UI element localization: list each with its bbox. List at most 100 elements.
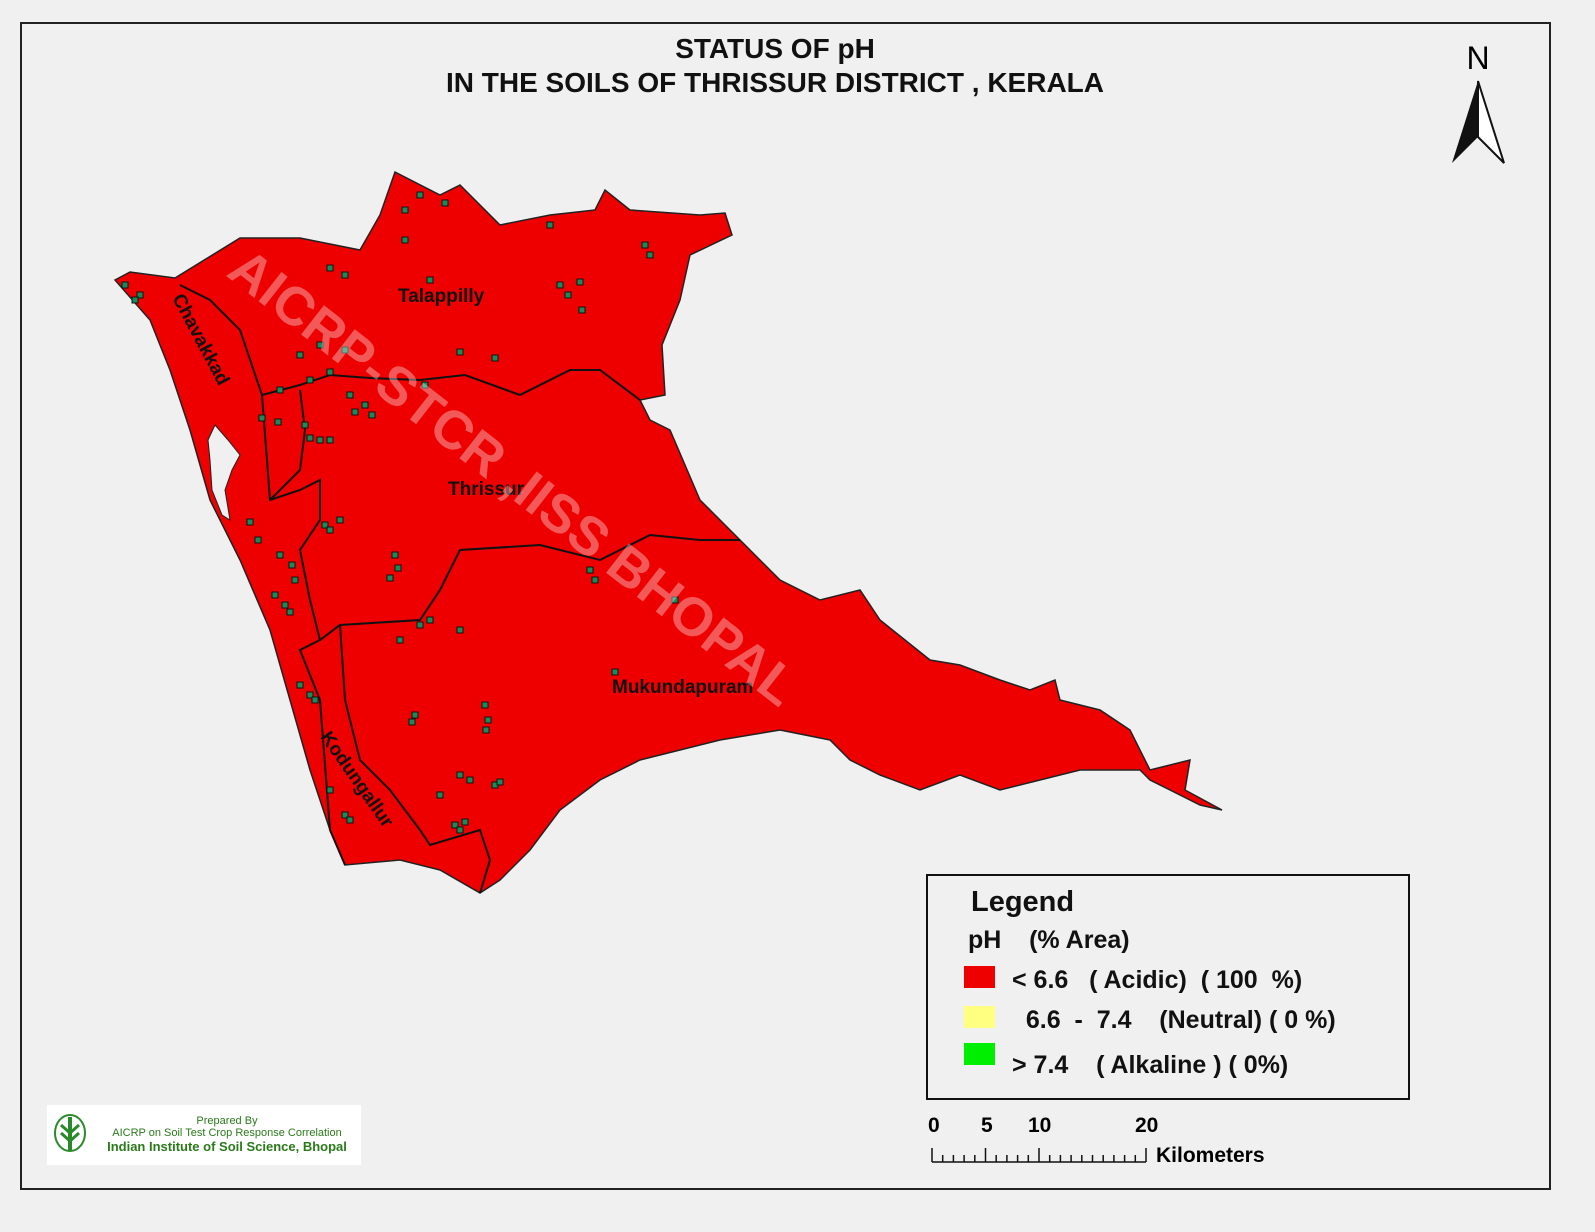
sample-point [456, 626, 464, 634]
legend-label: > 7.4 ( Alkaline ) ( 0%) [1012, 1051, 1289, 1079]
sample-point [368, 411, 376, 419]
scale-bar-graphic [931, 1148, 1147, 1163]
sample-point [482, 726, 490, 734]
sample-point [306, 691, 314, 699]
sample-point [411, 711, 419, 719]
sample-point [326, 436, 334, 444]
sample-point [296, 351, 304, 359]
legend-header: pH (% Area) [968, 926, 1130, 954]
sample-point [496, 778, 504, 786]
sample-point [394, 564, 402, 572]
taluk-boundaries [179, 284, 740, 894]
sample-point [288, 561, 296, 569]
legend-swatch-neutral [964, 1006, 995, 1028]
sample-point [271, 591, 279, 599]
legend: Legend pH (% Area) < 6.6 ( Acidic) ( 100… [926, 874, 1410, 1100]
sample-point [336, 516, 344, 524]
sample-point [306, 376, 314, 384]
sample-point [646, 251, 654, 259]
sample-point [481, 701, 489, 709]
sample-point [246, 518, 254, 526]
sample-point [311, 696, 319, 704]
sample-point [351, 408, 359, 416]
sample-point [451, 821, 459, 829]
backwater-lagoon [207, 424, 241, 522]
sample-point [131, 296, 139, 304]
sample-point [546, 221, 554, 229]
district-area-acidic [113, 170, 1223, 894]
sample-point [276, 551, 284, 559]
sample-point [341, 271, 349, 279]
sample-point [641, 241, 649, 249]
region-label-talappilly: Talappilly [398, 286, 485, 307]
legend-swatch-alkaline [964, 1043, 995, 1065]
map-frame [20, 22, 1551, 1190]
sample-point [121, 281, 129, 289]
scale-tick: 0 [928, 1114, 940, 1137]
sample-point [401, 206, 409, 214]
sample-point [306, 434, 314, 442]
credits-line-1: Prepared By [196, 1115, 258, 1127]
sample-point [416, 191, 424, 199]
sample-point [436, 791, 444, 799]
sample-point [258, 414, 266, 422]
title-line-1: STATUS OF pH [675, 33, 875, 64]
sample-point [326, 786, 334, 794]
sample-point [254, 536, 262, 544]
sample-point [296, 681, 304, 689]
scale-tick: 5 [981, 1114, 993, 1137]
legend-title: Legend [971, 886, 1075, 918]
sample-point [326, 264, 334, 272]
sample-point [564, 291, 572, 299]
sample-point [346, 391, 354, 399]
icar-logo-icon [54, 1114, 86, 1152]
sample-point [416, 621, 424, 629]
sample-point [391, 551, 399, 559]
sample-point [316, 341, 324, 349]
sample-point [556, 281, 564, 289]
sample-point [426, 276, 434, 284]
sample-point [441, 199, 449, 207]
region-label-mukundapuram: Mukundapuram [612, 677, 753, 698]
sample-point [341, 811, 349, 819]
north-label: N [1466, 40, 1490, 76]
sample-point [136, 291, 144, 299]
sample-point [386, 574, 394, 582]
north-arrow: N [1448, 40, 1508, 172]
sample-point [611, 668, 619, 676]
region-label-thrissur: Thrissur [448, 479, 525, 500]
sample-point [461, 818, 469, 826]
sample-point [341, 346, 349, 354]
legend-label: 6.6 - 7.4 (Neutral) ( 0 %) [1012, 1006, 1336, 1034]
sample-point [286, 608, 294, 616]
scale-tick: 10 [1028, 1114, 1052, 1137]
sample-point [291, 576, 299, 584]
credits-line-3: Indian Institute of Soil Science, Bhopal [107, 1139, 347, 1154]
sample-point [578, 306, 586, 314]
sample-point [326, 526, 334, 534]
sample-point [456, 771, 464, 779]
sample-point [326, 368, 334, 376]
sample-point [586, 566, 594, 574]
sample-point [484, 716, 492, 724]
sample-point [321, 521, 329, 529]
north-arrow-icon [1452, 80, 1505, 164]
sample-point [671, 596, 679, 604]
map-title: STATUS OF pH IN THE SOILS OF THRISSUR DI… [0, 32, 1550, 100]
sample-point [491, 354, 499, 362]
sample-point [456, 826, 464, 834]
sample-point [396, 636, 404, 644]
legend-label: < 6.6 ( Acidic) ( 100 %) [1012, 966, 1303, 994]
sample-points [121, 191, 679, 834]
sample-point [346, 816, 354, 824]
sample-point [361, 401, 369, 409]
sample-point [408, 718, 416, 726]
sample-point [466, 776, 474, 784]
sample-point [456, 348, 464, 356]
sample-point [421, 381, 429, 389]
credits-line-2: AICRP on Soil Test Crop Response Correla… [112, 1127, 342, 1139]
sample-point [274, 418, 282, 426]
sample-point [576, 278, 584, 286]
sample-point [591, 576, 599, 584]
